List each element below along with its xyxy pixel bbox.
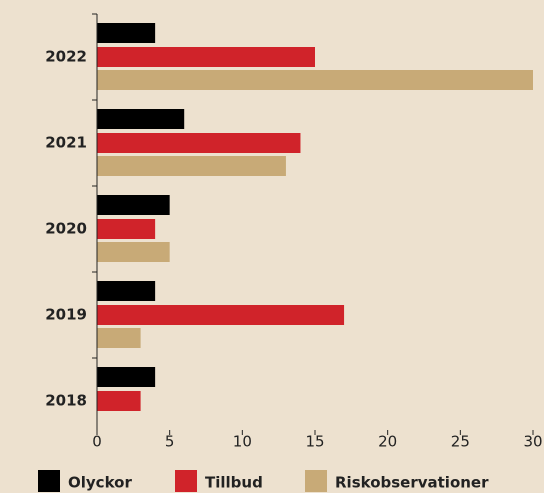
- legend-label: Olyckor: [68, 474, 132, 492]
- y-tick-label: 2018: [45, 392, 87, 410]
- bar: [97, 47, 315, 67]
- bar: [97, 391, 141, 411]
- bar: [97, 305, 345, 325]
- x-tick-label: 30: [523, 433, 542, 451]
- y-tick-label: 2022: [45, 48, 87, 66]
- x-tick-label: 15: [305, 433, 324, 451]
- bar: [97, 156, 286, 176]
- x-tick-label: 20: [378, 433, 397, 451]
- x-tick-label: 5: [165, 433, 175, 451]
- bar: [97, 109, 185, 129]
- legend-swatch: [305, 470, 327, 492]
- legend-label: Tillbud: [205, 474, 263, 492]
- bar: [97, 195, 170, 215]
- legend-label: Riskobservationer: [335, 474, 489, 492]
- legend-swatch: [175, 470, 197, 492]
- legend-swatch: [38, 470, 60, 492]
- bar: [97, 219, 156, 239]
- y-tick-label: 2020: [45, 220, 87, 238]
- bar: [97, 70, 533, 90]
- y-tick-label: 2019: [45, 306, 87, 324]
- y-tick-label: 2021: [45, 134, 87, 152]
- x-tick-label: 10: [233, 433, 252, 451]
- bar: [97, 367, 156, 387]
- x-tick-label: 0: [92, 433, 102, 451]
- x-tick-label: 25: [451, 433, 470, 451]
- bar: [97, 328, 141, 348]
- bar: [97, 133, 301, 153]
- bar: [97, 23, 156, 43]
- bar: [97, 242, 170, 262]
- bar: [97, 281, 156, 301]
